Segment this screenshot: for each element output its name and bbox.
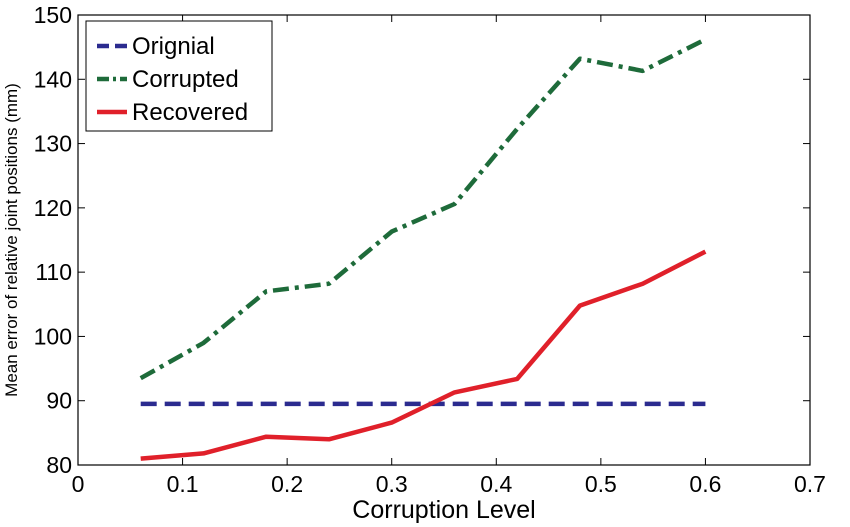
x-tick-label: 0.2 <box>271 471 303 497</box>
y-tick-label: 120 <box>34 195 72 221</box>
x-tick-label: 0.5 <box>585 471 617 497</box>
y-tick-label: 140 <box>34 66 72 92</box>
y-tick-label: 110 <box>35 259 72 285</box>
x-axis-label: Corruption Level <box>352 496 535 524</box>
legend-label-corrupted: Corrupted <box>132 66 239 93</box>
y-axis-label: Mean error of relative joint positions (… <box>2 83 21 397</box>
x-tick-label: 0.6 <box>689 471 721 497</box>
plot-frame <box>77 14 811 466</box>
x-tick-label: 0.4 <box>480 471 512 497</box>
y-tick-label: 100 <box>34 323 72 349</box>
y-tick-label: 80 <box>46 452 72 478</box>
y-tick-label: 90 <box>46 388 72 414</box>
x-tick-label: 0.1 <box>167 471 199 497</box>
axis-ticks: 0 0.1 0.2 0.3 0.4 0.5 0.6 0.7 80 90 100 110 120 130 14… <box>34 2 826 497</box>
y-tick-label: 130 <box>34 131 72 157</box>
series-line-corrupted <box>139 37 707 381</box>
legend-label-orignial: Orignial <box>132 33 215 60</box>
x-tick-label: 0.7 <box>794 471 826 497</box>
series-lines <box>139 37 707 461</box>
y-tick-label: 150 <box>34 2 72 28</box>
x-tick-label: 0.3 <box>376 471 408 497</box>
legend-label-recovered: Recovered <box>132 99 248 126</box>
legend: Orignial Corrupted Recovered <box>85 20 273 132</box>
x-tick-label: 0 <box>72 471 85 497</box>
series-line-recovered <box>140 249 707 461</box>
